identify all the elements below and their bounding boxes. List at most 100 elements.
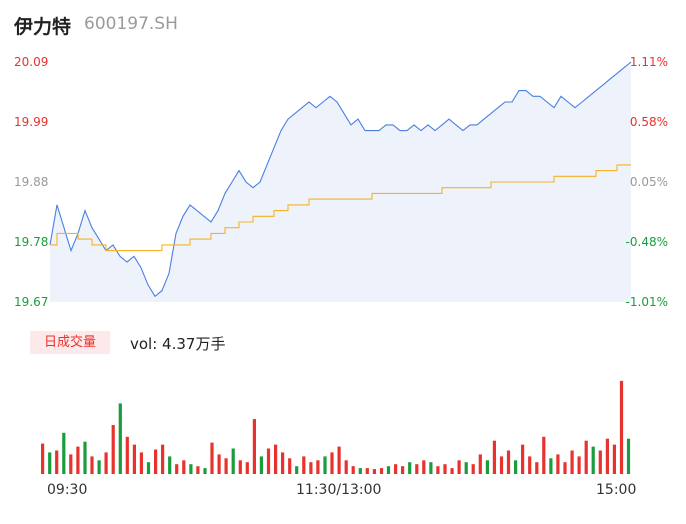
volume-bar (358, 468, 362, 474)
x-tick-label: 15:00 (596, 482, 637, 498)
price-tick-label: 19.67 (14, 295, 49, 309)
volume-bar (337, 446, 341, 474)
volume-bar (577, 456, 581, 474)
volume-bar (203, 468, 207, 474)
pct-tick-label: 0.05% (629, 175, 668, 189)
avg-price-line (50, 164, 631, 252)
volume-bar (485, 460, 489, 474)
price-area (50, 62, 631, 302)
price-tick-label: 19.78 (14, 235, 49, 249)
volume-bar (41, 443, 45, 474)
volume-bar (612, 444, 616, 474)
volume-bar (125, 436, 129, 474)
volume-bar (591, 446, 595, 474)
volume-bar (619, 380, 624, 474)
volume-bar (351, 466, 355, 474)
volume-bar (111, 425, 115, 474)
volume-bar (97, 460, 101, 474)
volume-bar (344, 460, 348, 474)
volume-bar (563, 462, 567, 474)
volume-bar (499, 456, 504, 474)
pct-tick-label: -1.01% (625, 295, 668, 309)
volume-bar (598, 450, 602, 474)
volume-bar (55, 450, 59, 474)
volume-bar (83, 441, 87, 474)
volume-bar (182, 460, 186, 474)
volume-bar (196, 466, 200, 474)
volume-bar (281, 452, 285, 474)
volume-bar (549, 458, 553, 474)
volume-bar (146, 462, 151, 474)
volume-bar (217, 454, 221, 474)
x-tick-label: 09:30 (47, 482, 88, 498)
volume-bar (535, 462, 539, 474)
volume-bar (372, 469, 376, 474)
volume-bar (584, 440, 588, 474)
pct-tick-label: -0.48% (625, 235, 668, 249)
stock-name: 伊力特 (14, 16, 72, 38)
volume-bar (104, 452, 108, 474)
x-tick-label: 11:30/13:00 (296, 482, 382, 498)
price-tick-label: 20.09 (14, 55, 49, 69)
volume-bar (443, 464, 447, 474)
volume-bar (464, 462, 468, 474)
volume-bar (408, 462, 412, 474)
volume-bar (90, 456, 94, 474)
pct-tick-label: 1.11% (629, 55, 668, 69)
volume-bar (626, 438, 631, 474)
volume-bar (62, 432, 66, 474)
volume-bar (274, 444, 278, 474)
volume-bar (450, 468, 454, 474)
volume-bar (210, 442, 214, 474)
volume-bar (175, 464, 179, 474)
volume-bar (231, 448, 235, 474)
volume-bar (422, 460, 426, 474)
volume-bar (161, 444, 165, 474)
volume-readout: vol: 4.37万手 (130, 335, 226, 353)
volume-bar (394, 464, 398, 474)
volume-bar (436, 466, 440, 474)
volume-bar (266, 448, 271, 474)
price-line (49, 61, 632, 298)
stock-code: 600197.SH (84, 14, 178, 34)
volume-bar (478, 454, 482, 474)
price-tick-label: 19.88 (14, 175, 49, 189)
volume-bar (570, 450, 574, 474)
volume-bar (605, 438, 609, 474)
volume-bar (514, 460, 518, 474)
volume-bar (415, 464, 419, 474)
volume-bar (401, 466, 405, 474)
volume-bar (302, 456, 306, 474)
volume-bar (365, 468, 369, 474)
volume-bar (492, 440, 496, 474)
volume-bar (252, 419, 256, 474)
volume-bar (118, 403, 122, 474)
volume-bar (132, 444, 136, 474)
volume-bar (76, 446, 80, 474)
volume-bar (189, 464, 193, 474)
volume-bar (309, 462, 313, 474)
volume-bar (471, 464, 475, 474)
volume-bar (316, 460, 320, 474)
volume-bar (386, 466, 391, 474)
price-tick-label: 19.99 (14, 115, 49, 129)
pct-tick-label: 0.58% (629, 115, 668, 129)
volume-bar (69, 454, 73, 474)
volume-bar (245, 462, 249, 474)
volume-bar (154, 449, 158, 474)
volume-bar (139, 452, 143, 474)
volume-bar (556, 454, 560, 474)
volume-bar (168, 456, 172, 474)
volume-bar (542, 436, 546, 474)
volume-bar (295, 466, 299, 474)
volume-bar (224, 458, 228, 474)
volume-bar (238, 460, 242, 474)
volume-bar (457, 460, 461, 474)
volume-bar (528, 456, 532, 474)
volume-bar (429, 462, 433, 474)
volume-bar (506, 450, 511, 474)
volume-bar (323, 456, 327, 474)
daily-volume-badge[interactable]: 日成交量 (30, 331, 110, 354)
volume-bar (379, 468, 384, 474)
